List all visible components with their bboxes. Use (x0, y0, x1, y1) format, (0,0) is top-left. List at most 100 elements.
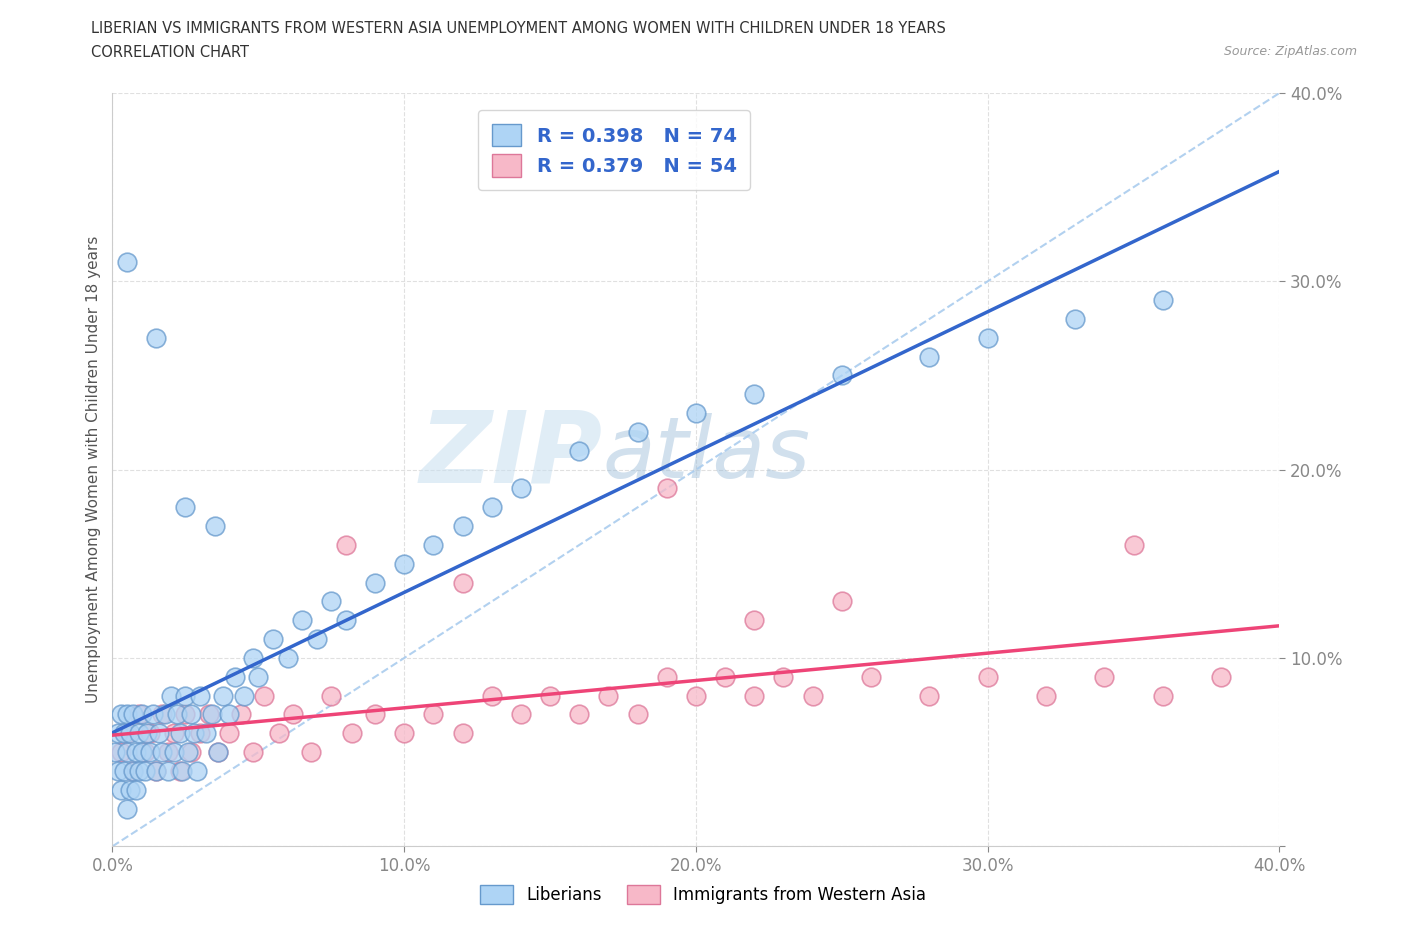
Point (118, 726, 141, 741)
Point (1152, 688, 1174, 703)
Point (247, 670, 270, 684)
Point (163, 726, 186, 741)
Point (831, 368, 853, 383)
Point (422, 707, 444, 722)
Point (163, 745, 186, 760)
Point (714, 670, 737, 684)
Point (976, 670, 998, 684)
Point (232, 688, 254, 703)
Point (207, 745, 229, 760)
Text: ZIP: ZIP (419, 406, 603, 503)
Point (134, 764, 156, 778)
Point (115, 707, 138, 722)
Point (186, 764, 208, 778)
Point (394, 726, 416, 741)
Legend: Liberians, Immigrants from Western Asia: Liberians, Immigrants from Western Asia (471, 876, 935, 912)
Point (128, 764, 150, 778)
Point (481, 688, 503, 703)
Point (145, 764, 167, 778)
Point (685, 688, 707, 703)
Point (364, 575, 387, 591)
Point (481, 500, 503, 515)
Point (136, 726, 159, 741)
Point (122, 707, 145, 722)
Point (122, 764, 145, 778)
Text: CORRELATION CHART: CORRELATION CHART (91, 45, 249, 60)
Point (262, 631, 284, 646)
Point (174, 500, 197, 515)
Point (801, 688, 824, 703)
Point (305, 631, 328, 646)
Point (229, 707, 252, 722)
Point (115, 802, 138, 817)
Point (218, 707, 240, 722)
Point (166, 707, 188, 722)
Point (422, 538, 444, 552)
Point (145, 764, 167, 778)
Point (321, 688, 343, 703)
Point (976, 330, 998, 345)
Point (772, 670, 794, 684)
Point (104, 745, 127, 760)
Y-axis label: Unemployment Among Women with Children Under 18 years: Unemployment Among Women with Children U… (86, 236, 101, 703)
Point (509, 707, 531, 722)
Point (340, 726, 363, 741)
Point (335, 613, 357, 628)
Point (150, 707, 173, 722)
Point (655, 670, 678, 684)
Point (153, 707, 176, 722)
Point (242, 745, 264, 760)
Point (174, 688, 197, 703)
Point (831, 594, 853, 609)
Text: LIBERIAN VS IMMIGRANTS FROM WESTERN ASIA UNEMPLOYMENT AMONG WOMEN WITH CHILDREN : LIBERIAN VS IMMIGRANTS FROM WESTERN ASIA… (91, 21, 946, 36)
Point (112, 726, 135, 741)
Point (451, 726, 474, 741)
Point (172, 764, 194, 778)
Point (568, 707, 591, 722)
Point (1152, 293, 1174, 308)
Point (142, 707, 165, 722)
Point (183, 726, 205, 741)
Point (224, 670, 246, 684)
Point (918, 349, 941, 364)
Point (139, 745, 162, 760)
Point (253, 688, 276, 703)
Point (110, 782, 132, 797)
Point (627, 707, 650, 722)
Point (180, 745, 202, 760)
Point (180, 707, 202, 722)
Point (276, 651, 298, 666)
Point (598, 688, 620, 703)
Point (156, 764, 179, 778)
Point (169, 764, 191, 778)
Point (115, 726, 138, 741)
Point (160, 688, 183, 703)
Point (860, 670, 883, 684)
Point (125, 782, 148, 797)
Point (283, 707, 305, 722)
Point (568, 444, 591, 458)
Point (177, 745, 200, 760)
Point (267, 726, 290, 741)
Point (128, 707, 150, 722)
Point (394, 556, 416, 571)
Point (321, 594, 343, 609)
Point (110, 745, 132, 760)
Point (188, 688, 211, 703)
Point (118, 782, 141, 797)
Text: atlas: atlas (603, 413, 811, 496)
Point (451, 519, 474, 534)
Point (139, 726, 162, 741)
Point (742, 688, 765, 703)
Point (509, 481, 531, 496)
Point (207, 745, 229, 760)
Point (107, 764, 129, 778)
Point (150, 745, 173, 760)
Point (242, 651, 264, 666)
Text: Source: ZipAtlas.com: Source: ZipAtlas.com (1223, 45, 1357, 58)
Point (212, 688, 235, 703)
Point (148, 726, 170, 741)
Point (451, 575, 474, 591)
Point (145, 330, 167, 345)
Point (169, 726, 191, 741)
